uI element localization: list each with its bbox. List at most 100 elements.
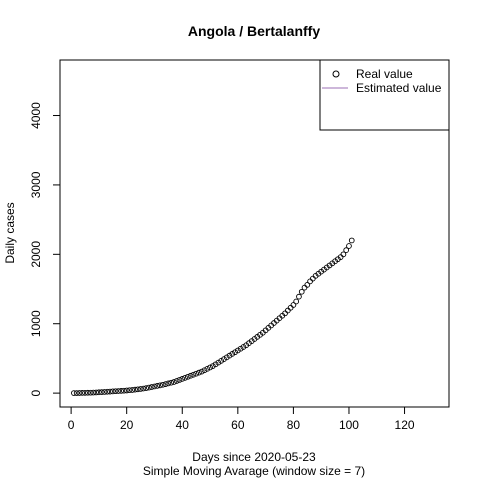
data-point [84, 389, 91, 396]
data-point [215, 359, 222, 366]
legend-label-estimated-value: Estimated value [356, 81, 442, 95]
y-tick-label: 1000 [29, 310, 43, 337]
data-point [154, 383, 161, 389]
data-point [148, 384, 155, 390]
data-point [171, 379, 177, 385]
data-point [304, 282, 311, 288]
data-point [82, 389, 88, 396]
x-tick-label: 40 [176, 418, 190, 432]
data-point [221, 356, 227, 362]
data-point [162, 381, 169, 387]
data-point [173, 378, 180, 384]
x-axis: 0 20 40 60 80 100 120 [68, 406, 415, 432]
data-point [346, 243, 352, 249]
data-point [93, 389, 99, 396]
data-point [90, 389, 97, 396]
data-point [123, 387, 130, 394]
data-point [115, 388, 122, 394]
data-point [112, 388, 119, 395]
data-point [348, 237, 355, 244]
data-point [240, 344, 247, 350]
legend-label-real-value: Real value [356, 67, 413, 81]
data-point [290, 302, 297, 308]
data-point [98, 389, 105, 395]
data-point [196, 369, 202, 376]
data-point [190, 371, 197, 378]
data-point [151, 383, 158, 390]
data-point [118, 388, 124, 394]
data-point [168, 379, 174, 386]
data-point [121, 387, 127, 394]
data-point [310, 275, 316, 282]
data-point [179, 376, 186, 382]
data-point [204, 365, 211, 372]
legend: Real value Estimated value [319, 59, 450, 131]
data-point [104, 388, 111, 395]
data-point [237, 345, 244, 352]
data-point [293, 298, 300, 305]
data-point [229, 351, 236, 357]
x-tick-label: 100 [339, 418, 359, 432]
data-point [284, 307, 291, 314]
data-point [187, 372, 194, 379]
data-point [234, 347, 241, 354]
y-axis-label: Daily cases [3, 202, 17, 263]
data-point [301, 284, 308, 291]
x-tick-label: 20 [120, 418, 134, 432]
data-point [107, 388, 113, 395]
series-real-value [71, 237, 355, 396]
y-tick-label: 0 [29, 389, 43, 396]
data-point [340, 251, 347, 258]
data-point [101, 389, 108, 395]
data-point [132, 386, 138, 393]
data-point [134, 386, 141, 393]
data-point [140, 385, 147, 392]
x-tick-label: 0 [68, 418, 75, 432]
data-point [193, 370, 200, 377]
data-point [343, 247, 350, 254]
data-point [73, 390, 80, 396]
legend-box [319, 59, 450, 131]
x-axis-label: Days since 2020-05-23 [192, 450, 316, 464]
y-tick-label: 3000 [29, 171, 43, 198]
data-point [165, 380, 172, 387]
data-point [184, 373, 191, 380]
y-tick-label: 4000 [29, 102, 43, 129]
data-point [307, 278, 313, 285]
data-point [71, 390, 77, 396]
data-point [159, 381, 166, 388]
data-point [209, 363, 216, 369]
data-point [87, 389, 94, 396]
data-point [207, 364, 213, 371]
chart-title: Angola / Bertalanffy [188, 23, 320, 39]
data-point [182, 375, 188, 381]
chart-subtitle: Simple Moving Avarage (window size = 7) [143, 464, 365, 478]
data-point [129, 387, 136, 393]
data-point [143, 385, 149, 391]
y-axis: 0 1000 2000 3000 4000 [29, 102, 60, 396]
data-point [109, 388, 116, 395]
data-point [232, 349, 238, 356]
data-point [96, 389, 102, 396]
data-point [176, 377, 183, 383]
data-point [226, 352, 233, 359]
data-point [296, 293, 302, 300]
data-point [157, 382, 163, 389]
data-point [146, 384, 152, 391]
y-tick-label: 2000 [29, 241, 43, 268]
data-point [76, 390, 83, 396]
data-point [201, 367, 208, 374]
legend-marker-real-value [332, 70, 340, 78]
x-tick-label: 80 [287, 418, 301, 432]
data-point [287, 304, 294, 311]
data-point [212, 361, 219, 368]
x-tick-label: 120 [395, 418, 415, 432]
data-point [223, 354, 230, 361]
data-point [79, 390, 86, 396]
data-point [218, 357, 225, 364]
data-point [198, 368, 205, 375]
x-tick-label: 60 [231, 418, 245, 432]
data-point [126, 387, 133, 394]
data-point [298, 288, 305, 295]
